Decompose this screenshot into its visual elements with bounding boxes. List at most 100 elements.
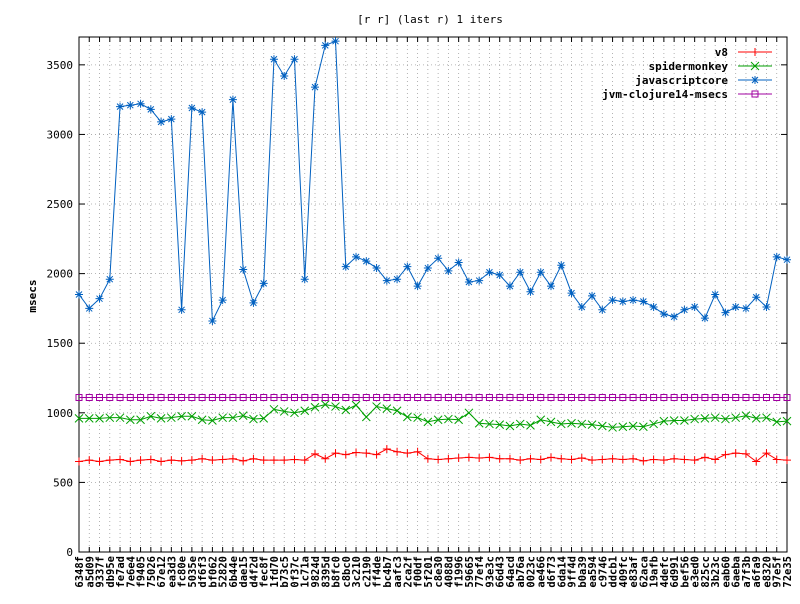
data-point <box>341 450 350 459</box>
data-point <box>136 456 145 465</box>
data-point <box>496 394 504 401</box>
data-point <box>526 420 535 430</box>
data-point <box>547 394 555 401</box>
data-point <box>341 405 351 415</box>
data-point <box>413 413 422 423</box>
data-point <box>115 413 125 423</box>
data-point <box>732 394 740 401</box>
data-point <box>373 394 381 401</box>
x-tick-label: 77ef4 <box>474 556 486 588</box>
x-tick-label: b0a39 <box>577 556 589 588</box>
data-point <box>146 455 155 464</box>
data-point <box>383 394 391 401</box>
data-point <box>505 421 515 431</box>
x-tick-label: db95e <box>105 556 117 588</box>
data-point <box>290 408 299 418</box>
data-point <box>249 454 258 463</box>
data-point <box>598 305 607 314</box>
data-point <box>403 449 412 458</box>
data-point <box>741 449 750 458</box>
data-point <box>300 456 309 465</box>
x-tick-label: 97e5f <box>772 556 784 588</box>
x-tick-label: 0f37c <box>289 556 301 588</box>
chart-title: [r r] (last r) 1 iters <box>357 13 503 26</box>
data-point <box>361 412 371 422</box>
data-point <box>106 394 114 401</box>
x-tick-label: 6da14 <box>556 556 568 588</box>
data-point <box>301 394 309 401</box>
data-point <box>731 449 740 458</box>
data-point <box>669 416 679 425</box>
data-point <box>341 262 350 271</box>
data-point <box>444 266 453 275</box>
data-point <box>393 275 402 284</box>
series-spidermonkey <box>74 400 792 432</box>
data-point <box>320 400 330 409</box>
x-tick-label: d4f2d <box>248 556 260 588</box>
x-tick-label: aafc3 <box>392 556 404 588</box>
x-tick-label: c8e30 <box>433 556 445 588</box>
data-point <box>536 415 546 425</box>
data-point <box>178 394 186 401</box>
data-point <box>700 453 709 462</box>
data-point <box>147 394 155 401</box>
x-tick-label: 6d991 <box>669 556 681 588</box>
data-point <box>536 455 545 464</box>
x-tick-label: 4088d <box>443 556 455 588</box>
data-point <box>659 416 669 426</box>
data-point <box>577 303 586 312</box>
data-point <box>588 394 596 401</box>
x-tick-label: 52820 <box>218 556 230 588</box>
data-point <box>485 394 493 401</box>
data-point <box>526 454 535 463</box>
data-point <box>690 303 699 312</box>
data-point <box>290 394 298 401</box>
data-point <box>465 394 473 401</box>
x-tick-label: ea594 <box>587 556 599 588</box>
data-point <box>485 419 494 429</box>
x-tick-label: 825cc <box>700 556 712 588</box>
data-point <box>208 456 217 465</box>
data-point <box>659 309 668 318</box>
data-point <box>495 420 505 429</box>
data-point <box>526 394 534 401</box>
data-point <box>475 454 484 463</box>
data-point <box>75 457 83 466</box>
x-tick-label: b8fc0 <box>331 556 343 588</box>
data-point <box>413 447 422 456</box>
data-point <box>475 276 484 285</box>
data-point <box>516 394 524 401</box>
data-point <box>269 55 278 64</box>
data-point <box>331 449 340 458</box>
data-point <box>516 456 525 465</box>
x-tick-label: ab76a <box>515 556 527 588</box>
series-layer <box>74 37 792 466</box>
x-tick-label: 19afb <box>649 556 661 588</box>
data-point <box>567 418 576 428</box>
series-line <box>79 403 788 428</box>
data-point <box>680 305 689 314</box>
data-point <box>280 394 288 401</box>
data-point <box>752 293 761 302</box>
data-point <box>464 408 474 418</box>
legend-marker <box>751 76 759 84</box>
data-point <box>485 268 494 277</box>
data-point <box>700 414 710 423</box>
y-axis-label: msecs <box>26 279 39 312</box>
data-point <box>352 252 361 261</box>
x-tick-label: 4defc <box>659 556 671 588</box>
data-point <box>618 297 627 306</box>
data-point <box>485 453 494 462</box>
data-point <box>239 394 247 401</box>
legend-label: v8 <box>715 46 728 59</box>
data-point <box>310 402 320 412</box>
data-point <box>670 312 679 321</box>
data-point <box>270 394 278 401</box>
data-point <box>311 449 319 458</box>
data-point <box>393 447 402 456</box>
x-tick-label: a5d09 <box>84 556 96 588</box>
data-point <box>721 450 730 459</box>
data-point <box>331 37 340 46</box>
data-point <box>290 55 299 64</box>
